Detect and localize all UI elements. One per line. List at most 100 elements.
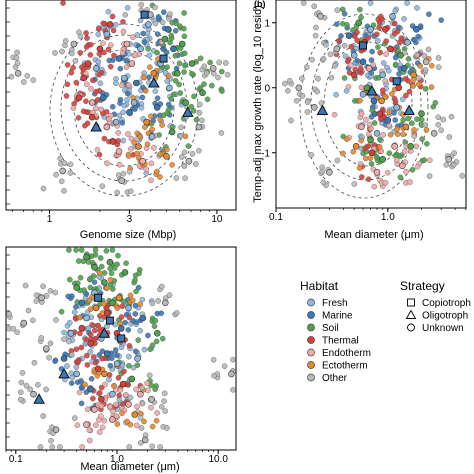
legend-label-fresh: Fresh: [322, 298, 348, 309]
point-cloud-thermal: [394, 28, 401, 35]
legend-label-marine: Marine: [322, 311, 353, 322]
point-cloud-fresh: [124, 5, 131, 11]
legend-swatch-fresh: [307, 298, 315, 307]
point-cloud-endotherm: [382, 78, 388, 84]
point-cloud-other: [285, 88, 291, 94]
point-cloud-endotherm: [84, 81, 90, 88]
point-cloud-other: [286, 78, 293, 84]
point-cloud-endotherm: [123, 391, 129, 398]
point-cloud-soil: [418, 117, 425, 123]
point-cloud-endotherm: [94, 146, 101, 153]
point-cloud-soil: [120, 298, 127, 305]
point-cloud-endotherm: [358, 84, 365, 91]
point-cloud-thermal: [96, 26, 102, 32]
point-cloud-other: [178, 124, 184, 131]
data-point-ectotherm: [101, 370, 108, 378]
point-cloud-ectotherm: [154, 168, 160, 175]
point-cloud-other: [53, 171, 59, 178]
point-cloud-marine: [145, 332, 151, 339]
data-point-soil: [73, 284, 80, 291]
point-cloud-other: [448, 113, 455, 120]
panel-b-y-axis-title: Temp-adj max growth rate (log_10 resid): [252, 5, 264, 202]
data-point-soil: [106, 258, 114, 266]
point-cloud-thermal: [82, 122, 88, 129]
point-cloud-ectotherm: [358, 137, 365, 144]
point-cloud-thermal: [126, 342, 133, 349]
point-cloud-endotherm: [128, 135, 135, 142]
point-cloud-endotherm: [366, 131, 372, 138]
panel-a-marks: [8, 0, 231, 196]
point-cloud-thermal: [391, 95, 398, 102]
point-cloud-ectotherm: [142, 88, 149, 94]
point-cloud-fresh: [66, 319, 73, 326]
point-cloud-other: [23, 382, 30, 389]
point-cloud-other: [334, 157, 341, 164]
data-point-thermal: [109, 138, 117, 145]
data-point-soil: [355, 19, 363, 27]
data-point-marine: [139, 314, 147, 322]
point-cloud-other: [173, 310, 180, 316]
point-cloud-soil: [422, 86, 429, 92]
data-point-endotherm: [139, 157, 146, 165]
point-cloud-thermal: [63, 93, 70, 99]
data-point-thermal: [84, 60, 92, 67]
point-cloud-marine: [392, 54, 399, 61]
copiotroph-marker: [140, 10, 149, 19]
point-cloud-other: [421, 52, 428, 59]
point-cloud-ectotherm: [149, 126, 155, 133]
point-cloud-soil: [135, 337, 141, 343]
point-cloud-other: [27, 386, 34, 393]
point-cloud-ectotherm: [86, 297, 93, 304]
point-cloud-ectotherm: [410, 83, 417, 89]
point-cloud-ectotherm: [149, 423, 156, 430]
copiotroph-marker: [359, 41, 367, 50]
point-cloud-thermal: [83, 44, 90, 50]
point-cloud-endotherm: [125, 82, 132, 88]
point-cloud-other: [319, 168, 326, 175]
point-cloud-fresh: [399, 96, 406, 103]
point-cloud-marine: [333, 21, 340, 28]
point-cloud-ectotherm: [415, 81, 422, 88]
oligotroph-marker: [147, 76, 160, 88]
point-cloud-endotherm: [148, 160, 155, 167]
point-cloud-endotherm: [120, 28, 127, 35]
point-cloud-other: [167, 11, 173, 17]
point-cloud-endotherm: [393, 157, 400, 163]
data-point-fresh: [145, 21, 152, 28]
point-cloud-other: [182, 175, 188, 181]
data-point-thermal: [103, 309, 111, 317]
panel-b-x-axis: 0.1 1.0: [269, 208, 467, 223]
point-cloud-endotherm: [84, 406, 91, 413]
data-point-other: [326, 169, 333, 176]
point-cloud-other: [189, 150, 196, 157]
point-cloud-endotherm: [380, 131, 387, 138]
oligotroph-marker: [90, 120, 103, 132]
point-cloud-other: [425, 46, 432, 53]
point-cloud-fresh: [146, 52, 153, 59]
point-cloud-marine: [160, 9, 167, 15]
data-point-other: [317, 12, 324, 20]
data-point-fresh: [112, 118, 120, 126]
point-cloud-soil: [392, 61, 399, 68]
point-cloud-ectotherm: [131, 139, 137, 146]
point-cloud-thermal: [96, 390, 103, 396]
point-cloud-other: [438, 127, 445, 133]
point-cloud-fresh: [113, 80, 119, 86]
point-cloud-endotherm: [148, 404, 154, 411]
point-cloud-marine: [88, 375, 95, 382]
point-cloud-marine: [415, 33, 422, 40]
point-cloud-soil: [154, 49, 160, 56]
point-cloud-thermal: [406, 88, 413, 95]
point-cloud-fresh: [141, 346, 148, 353]
point-cloud-soil: [409, 166, 416, 173]
y-tick-label: 0: [264, 83, 270, 94]
point-cloud-marine: [133, 319, 140, 325]
x-tick-label: 1.0: [381, 212, 395, 223]
point-cloud-other: [314, 88, 321, 95]
point-cloud-other: [138, 1, 144, 8]
point-cloud-thermal: [398, 35, 405, 42]
point-cloud-fresh: [116, 112, 123, 119]
point-cloud-marine: [117, 96, 124, 103]
